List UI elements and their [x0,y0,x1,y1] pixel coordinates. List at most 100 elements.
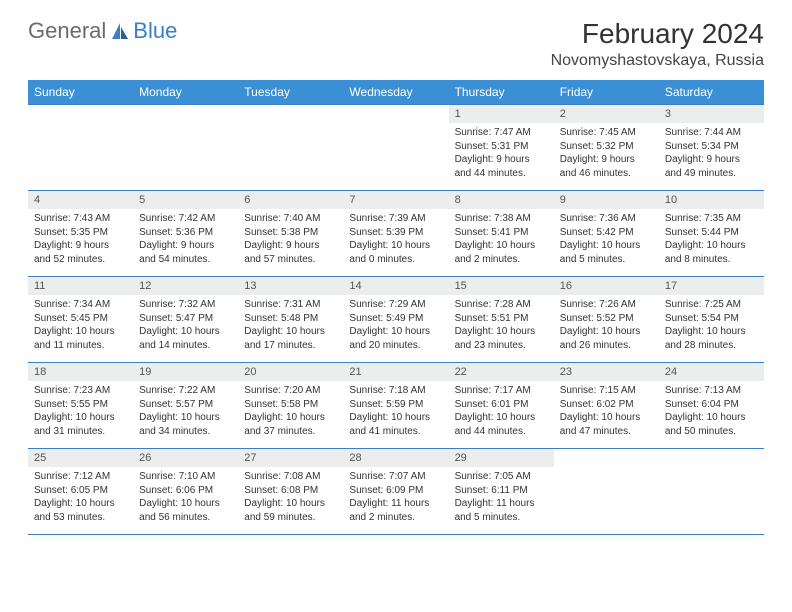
day-number: 22 [449,363,554,381]
day-number-empty [28,105,133,123]
day-number: 10 [659,191,764,209]
day-details: Sunrise: 7:13 AMSunset: 6:04 PMDaylight:… [659,381,764,442]
calendar-day-cell [28,105,133,191]
title-block: February 2024 Novomyshastovskaya, Russia [551,18,764,70]
calendar-day-cell: 17Sunrise: 7:25 AMSunset: 5:54 PMDayligh… [659,277,764,363]
day-number-empty [343,105,448,123]
logo-sail-icon [110,21,130,41]
header: General Blue February 2024 Novomyshastov… [28,18,764,70]
calendar-day-cell: 5Sunrise: 7:42 AMSunset: 5:36 PMDaylight… [133,191,238,277]
day-number: 24 [659,363,764,381]
day-details: Sunrise: 7:07 AMSunset: 6:09 PMDaylight:… [343,467,448,528]
day-details: Sunrise: 7:28 AMSunset: 5:51 PMDaylight:… [449,295,554,356]
page-title: February 2024 [551,18,764,50]
calendar-day-cell: 19Sunrise: 7:22 AMSunset: 5:57 PMDayligh… [133,363,238,449]
calendar-body: 1Sunrise: 7:47 AMSunset: 5:31 PMDaylight… [28,105,764,535]
logo-text-1: General [28,18,106,44]
calendar-day-cell: 18Sunrise: 7:23 AMSunset: 5:55 PMDayligh… [28,363,133,449]
weekday-header: Thursday [449,80,554,105]
calendar-day-cell: 13Sunrise: 7:31 AMSunset: 5:48 PMDayligh… [238,277,343,363]
day-details: Sunrise: 7:32 AMSunset: 5:47 PMDaylight:… [133,295,238,356]
day-number-empty [659,449,764,467]
day-number: 11 [28,277,133,295]
calendar-day-cell [659,449,764,535]
day-number: 6 [238,191,343,209]
day-number: 1 [449,105,554,123]
day-number: 15 [449,277,554,295]
logo: General Blue [28,18,177,44]
calendar-day-cell: 22Sunrise: 7:17 AMSunset: 6:01 PMDayligh… [449,363,554,449]
day-number: 8 [449,191,554,209]
day-details: Sunrise: 7:15 AMSunset: 6:02 PMDaylight:… [554,381,659,442]
calendar-week-row: 11Sunrise: 7:34 AMSunset: 5:45 PMDayligh… [28,277,764,363]
calendar-table: Sunday Monday Tuesday Wednesday Thursday… [28,80,764,535]
day-number: 23 [554,363,659,381]
day-number: 26 [133,449,238,467]
day-number: 17 [659,277,764,295]
weekday-header: Monday [133,80,238,105]
logo-text-2: Blue [133,18,177,44]
day-number: 12 [133,277,238,295]
day-number: 14 [343,277,448,295]
calendar-day-cell [343,105,448,191]
day-details: Sunrise: 7:38 AMSunset: 5:41 PMDaylight:… [449,209,554,270]
day-details: Sunrise: 7:29 AMSunset: 5:49 PMDaylight:… [343,295,448,356]
day-details: Sunrise: 7:20 AMSunset: 5:58 PMDaylight:… [238,381,343,442]
day-details: Sunrise: 7:42 AMSunset: 5:36 PMDaylight:… [133,209,238,270]
calendar-day-cell: 28Sunrise: 7:07 AMSunset: 6:09 PMDayligh… [343,449,448,535]
calendar-week-row: 18Sunrise: 7:23 AMSunset: 5:55 PMDayligh… [28,363,764,449]
calendar-day-cell: 15Sunrise: 7:28 AMSunset: 5:51 PMDayligh… [449,277,554,363]
calendar-day-cell: 16Sunrise: 7:26 AMSunset: 5:52 PMDayligh… [554,277,659,363]
day-details: Sunrise: 7:45 AMSunset: 5:32 PMDaylight:… [554,123,659,184]
day-number: 29 [449,449,554,467]
calendar-day-cell [238,105,343,191]
day-number: 7 [343,191,448,209]
day-details: Sunrise: 7:08 AMSunset: 6:08 PMDaylight:… [238,467,343,528]
day-number: 25 [28,449,133,467]
weekday-header: Wednesday [343,80,448,105]
day-number: 3 [659,105,764,123]
day-details: Sunrise: 7:22 AMSunset: 5:57 PMDaylight:… [133,381,238,442]
calendar-day-cell [133,105,238,191]
day-details: Sunrise: 7:39 AMSunset: 5:39 PMDaylight:… [343,209,448,270]
calendar-day-cell: 14Sunrise: 7:29 AMSunset: 5:49 PMDayligh… [343,277,448,363]
calendar-day-cell: 4Sunrise: 7:43 AMSunset: 5:35 PMDaylight… [28,191,133,277]
day-details: Sunrise: 7:17 AMSunset: 6:01 PMDaylight:… [449,381,554,442]
calendar-day-cell: 29Sunrise: 7:05 AMSunset: 6:11 PMDayligh… [449,449,554,535]
calendar-day-cell: 20Sunrise: 7:20 AMSunset: 5:58 PMDayligh… [238,363,343,449]
day-details: Sunrise: 7:43 AMSunset: 5:35 PMDaylight:… [28,209,133,270]
calendar-day-cell: 12Sunrise: 7:32 AMSunset: 5:47 PMDayligh… [133,277,238,363]
weekday-header: Friday [554,80,659,105]
calendar-day-cell [554,449,659,535]
calendar-day-cell: 21Sunrise: 7:18 AMSunset: 5:59 PMDayligh… [343,363,448,449]
day-details: Sunrise: 7:23 AMSunset: 5:55 PMDaylight:… [28,381,133,442]
calendar-day-cell: 6Sunrise: 7:40 AMSunset: 5:38 PMDaylight… [238,191,343,277]
day-number-empty [133,105,238,123]
weekday-header: Saturday [659,80,764,105]
day-number: 4 [28,191,133,209]
calendar-day-cell: 10Sunrise: 7:35 AMSunset: 5:44 PMDayligh… [659,191,764,277]
day-number: 28 [343,449,448,467]
day-number: 16 [554,277,659,295]
day-details: Sunrise: 7:31 AMSunset: 5:48 PMDaylight:… [238,295,343,356]
day-number-empty [554,449,659,467]
calendar-day-cell: 7Sunrise: 7:39 AMSunset: 5:39 PMDaylight… [343,191,448,277]
day-details: Sunrise: 7:10 AMSunset: 6:06 PMDaylight:… [133,467,238,528]
calendar-day-cell: 9Sunrise: 7:36 AMSunset: 5:42 PMDaylight… [554,191,659,277]
day-details: Sunrise: 7:18 AMSunset: 5:59 PMDaylight:… [343,381,448,442]
day-details: Sunrise: 7:25 AMSunset: 5:54 PMDaylight:… [659,295,764,356]
day-details: Sunrise: 7:36 AMSunset: 5:42 PMDaylight:… [554,209,659,270]
calendar-week-row: 4Sunrise: 7:43 AMSunset: 5:35 PMDaylight… [28,191,764,277]
calendar-day-cell: 3Sunrise: 7:44 AMSunset: 5:34 PMDaylight… [659,105,764,191]
day-details: Sunrise: 7:35 AMSunset: 5:44 PMDaylight:… [659,209,764,270]
day-number: 27 [238,449,343,467]
day-number: 13 [238,277,343,295]
day-details: Sunrise: 7:44 AMSunset: 5:34 PMDaylight:… [659,123,764,184]
calendar-day-cell: 27Sunrise: 7:08 AMSunset: 6:08 PMDayligh… [238,449,343,535]
calendar-day-cell: 11Sunrise: 7:34 AMSunset: 5:45 PMDayligh… [28,277,133,363]
day-number: 18 [28,363,133,381]
calendar-day-cell: 23Sunrise: 7:15 AMSunset: 6:02 PMDayligh… [554,363,659,449]
day-number: 20 [238,363,343,381]
calendar-week-row: 25Sunrise: 7:12 AMSunset: 6:05 PMDayligh… [28,449,764,535]
day-number: 19 [133,363,238,381]
